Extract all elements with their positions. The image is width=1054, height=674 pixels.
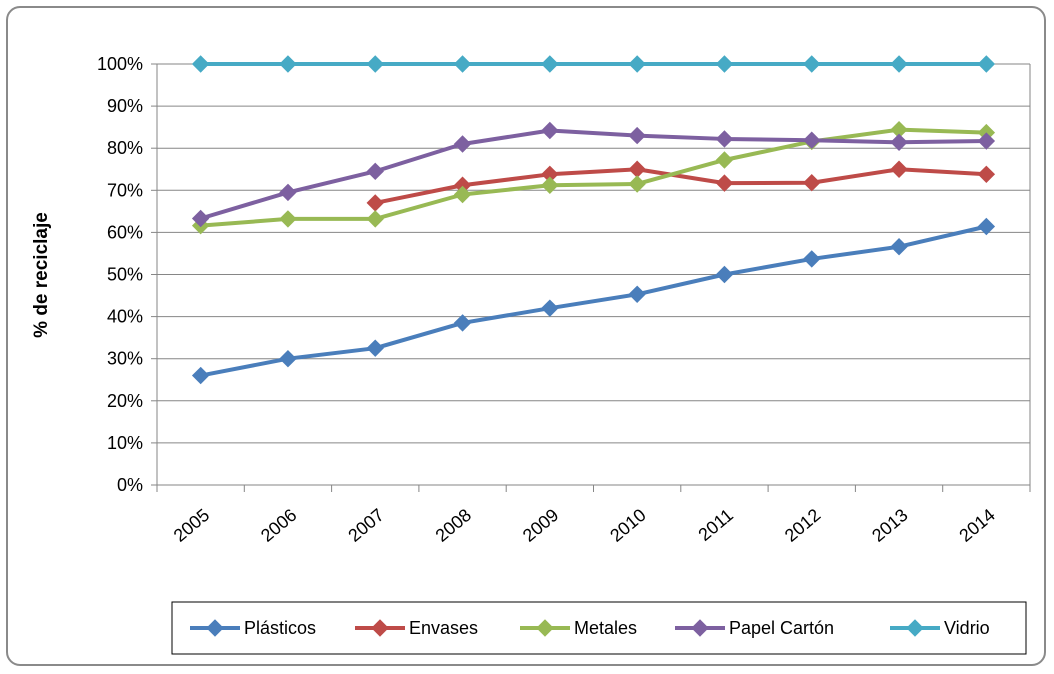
- x-axis-ticks: 2005 2006 2007 2008 2009 2010 2011 2012 2013 2014: [170, 505, 999, 546]
- x-tick-label: 2005: [170, 505, 214, 546]
- series-line: [200, 128, 987, 221]
- legend-marker: [206, 619, 224, 637]
- y-tick-label: 90%: [107, 96, 143, 116]
- legend-label: Plásticos: [244, 618, 316, 638]
- data-point: [628, 175, 646, 193]
- y-tick-label: 60%: [107, 222, 143, 242]
- data-point: [453, 135, 472, 153]
- legend-marker: [906, 619, 924, 637]
- x-tick-label: 2010: [606, 505, 650, 546]
- data-point: [715, 174, 734, 192]
- x-tick-label: 2008: [432, 505, 476, 546]
- y-tick-label: 20%: [107, 391, 143, 411]
- data-point: [453, 185, 472, 204]
- data-point: [366, 55, 384, 73]
- y-tick-label: 80%: [107, 138, 143, 158]
- y-tick-label: 10%: [107, 433, 143, 453]
- y-tick-label: 100%: [97, 54, 143, 74]
- y-tick-label: 30%: [107, 349, 143, 369]
- data-point: [977, 132, 996, 150]
- y-axis-label: % de reciclaje: [31, 212, 52, 338]
- legend-box: [171, 601, 1027, 655]
- x-tick-label: 2006: [257, 505, 301, 546]
- legend: Plásticos Envases Metales Papel Cartón Vidri…: [190, 618, 990, 638]
- data-point: [977, 165, 996, 184]
- data-point: [366, 339, 384, 357]
- series-4: [191, 55, 996, 73]
- data-point: [366, 210, 384, 228]
- legend-marker: [691, 619, 709, 637]
- series-line: [200, 127, 987, 228]
- data-point: [366, 194, 384, 212]
- y-tick-label: 50%: [107, 265, 143, 285]
- x-tick-label: 2011: [695, 505, 738, 545]
- data-point: [453, 55, 472, 73]
- series-0: [191, 217, 996, 385]
- data-point: [541, 299, 559, 317]
- series-1: [366, 160, 996, 212]
- data-point: [977, 55, 996, 73]
- legend-item: Plásticos: [190, 618, 316, 638]
- data-point: [890, 238, 908, 256]
- data-point: [803, 55, 821, 73]
- data-point: [715, 265, 734, 284]
- data-point: [279, 55, 297, 73]
- data-point: [279, 183, 297, 202]
- axes: [151, 63, 1031, 492]
- series-line: [200, 224, 987, 378]
- data-point: [715, 55, 734, 73]
- series-line: [374, 167, 987, 205]
- legend-item: Metales: [520, 618, 637, 638]
- data-point: [890, 133, 908, 152]
- data-point: [191, 209, 210, 228]
- data-point: [628, 160, 646, 178]
- data-point: [890, 160, 908, 178]
- y-tick-label: 70%: [107, 180, 143, 200]
- x-tick-label: 2013: [868, 505, 912, 546]
- legend-label: Papel Cartón: [729, 618, 834, 638]
- data-point: [715, 130, 734, 148]
- data-point: [977, 217, 996, 236]
- series-3: [191, 121, 996, 228]
- x-tick-label: 2012: [781, 505, 825, 546]
- data-point: [803, 174, 821, 192]
- plot-series: [191, 55, 996, 385]
- data-point: [191, 366, 210, 385]
- data-point: [628, 126, 646, 145]
- data-point: [890, 55, 908, 73]
- data-point: [803, 250, 821, 268]
- legend-marker: [371, 619, 389, 637]
- y-axis-ticks: 0% 10% 20% 30% 40% 50% 60% 70% 80% 90% 100%: [97, 54, 143, 495]
- legend-label: Vidrio: [944, 618, 990, 638]
- x-tick-label: 2009: [519, 505, 563, 546]
- legend-label: Metales: [574, 618, 637, 638]
- series-2: [191, 120, 996, 235]
- data-point: [628, 55, 646, 73]
- legend-item: Vidrio: [890, 618, 990, 638]
- data-point: [715, 151, 734, 169]
- data-point: [191, 55, 210, 73]
- y-tick-label: 0%: [117, 475, 143, 495]
- chart-area: [6, 6, 1046, 666]
- data-point: [366, 162, 384, 181]
- data-point: [803, 131, 821, 149]
- x-tick-label: 2007: [344, 505, 388, 546]
- data-point: [453, 314, 472, 332]
- y-tick-label: 40%: [107, 307, 143, 327]
- legend-marker: [536, 619, 554, 637]
- data-point: [279, 349, 297, 368]
- legend-label: Envases: [409, 618, 478, 638]
- data-point: [541, 121, 559, 140]
- x-tick-label: 2014: [955, 505, 999, 546]
- data-point: [279, 210, 297, 228]
- data-point: [628, 285, 646, 303]
- legend-item: Papel Cartón: [675, 618, 834, 638]
- data-point: [541, 55, 559, 73]
- legend-item: Envases: [355, 618, 478, 638]
- data-point: [541, 176, 559, 194]
